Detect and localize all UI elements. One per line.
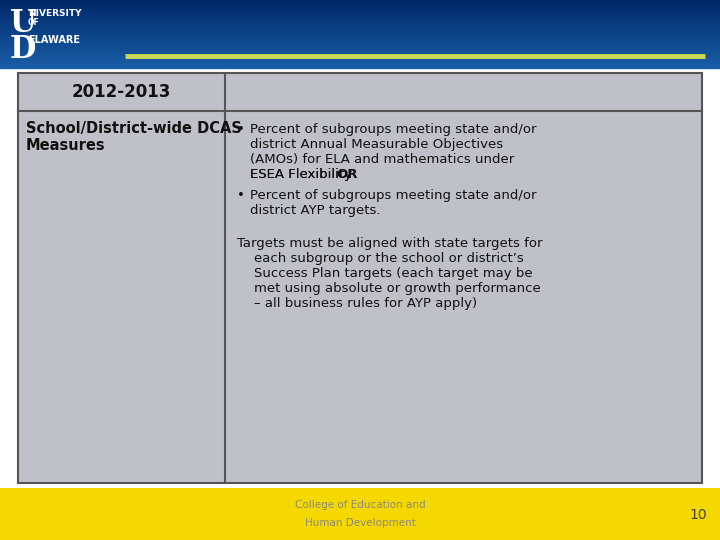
Text: School/District-wide DCAS: School/District-wide DCAS [26,121,242,136]
Bar [0,66,720,67]
Text: Percent of subgroups meeting state and/or: Percent of subgroups meeting state and/o… [250,123,536,136]
Bar [0,18,720,19]
Text: Targets must be aligned with state targets for: Targets must be aligned with state targe… [237,237,542,250]
Bar [0,64,720,65]
Bar [0,49,720,50]
Bar [0,47,720,48]
Text: College of Education and: College of Education and [294,500,426,510]
Bar [0,19,720,20]
Bar [0,61,720,62]
Bar [0,48,720,49]
Text: NIVERSITY: NIVERSITY [28,9,81,18]
Bar [0,45,720,46]
Bar [0,32,720,33]
Text: 2012-2013: 2012-2013 [72,83,171,101]
Bar [0,35,720,36]
Text: 10: 10 [689,508,707,522]
Bar [0,60,720,61]
Bar [0,20,720,21]
Text: ELAWARE: ELAWARE [28,35,80,45]
Bar [0,46,720,47]
Bar [0,30,720,31]
Bar [0,43,720,44]
Bar [0,34,720,35]
Text: Success Plan targets (each target may be: Success Plan targets (each target may be [237,267,533,280]
Text: ESEA Flexibility: ESEA Flexibility [250,168,356,181]
Bar [0,29,720,30]
Text: OR: OR [337,168,359,181]
Bar [0,23,720,24]
Bar [0,65,720,66]
Bar [0,12,720,13]
Bar [0,44,720,45]
Bar [0,6,720,7]
Bar [0,58,720,59]
Bar [0,42,720,43]
Bar [0,63,720,64]
Bar [0,5,720,6]
Text: each subgroup or the school or district’s: each subgroup or the school or district’… [237,252,523,265]
Bar [0,25,720,26]
Text: U: U [10,8,37,39]
Text: OF: OF [28,18,40,27]
Text: D: D [10,34,37,65]
FancyBboxPatch shape [18,73,702,483]
FancyBboxPatch shape [0,488,720,540]
Bar [0,8,720,9]
Bar [0,16,720,17]
Bar [0,22,720,23]
Bar [0,9,720,10]
Bar [0,39,720,40]
Bar [0,13,720,14]
Text: district Annual Measurable Objectives: district Annual Measurable Objectives [250,138,503,151]
Bar [0,14,720,15]
Bar [0,26,720,27]
Bar [0,56,720,57]
Bar [0,55,720,56]
Text: – all business rules for AYP apply): – all business rules for AYP apply) [237,297,477,310]
Bar [0,24,720,25]
Text: Measures: Measures [26,138,106,153]
Bar [0,57,720,58]
Bar [0,51,720,52]
Bar [0,31,720,32]
Text: •: • [237,189,245,202]
Text: Human Development: Human Development [305,518,415,528]
Bar [0,10,720,11]
Text: (AMOs) for ELA and mathematics under: (AMOs) for ELA and mathematics under [250,153,514,166]
Bar [0,52,720,53]
Bar [0,28,720,29]
Text: ESEA Flexibility: ESEA Flexibility [250,168,356,181]
Bar [0,1,720,2]
Bar [0,54,720,55]
Bar [0,53,720,54]
Bar [0,27,720,28]
Bar [0,4,720,5]
Bar [0,62,720,63]
Bar [0,11,720,12]
Bar [0,37,720,38]
Bar [0,59,720,60]
Bar [0,17,720,18]
Bar [0,41,720,42]
Bar [0,33,720,34]
Text: met using absolute or growth performance: met using absolute or growth performance [237,282,541,295]
Bar [0,38,720,39]
Text: district AYP targets.: district AYP targets. [250,204,380,217]
Bar [0,0,720,1]
Bar [0,3,720,4]
Text: •: • [237,123,245,136]
Bar [0,40,720,41]
Text: Percent of subgroups meeting state and/or: Percent of subgroups meeting state and/o… [250,189,536,202]
Bar [0,7,720,8]
Bar [0,36,720,37]
Bar [0,21,720,22]
Bar [0,67,720,68]
Bar [0,15,720,16]
Bar [0,2,720,3]
Bar [0,50,720,51]
